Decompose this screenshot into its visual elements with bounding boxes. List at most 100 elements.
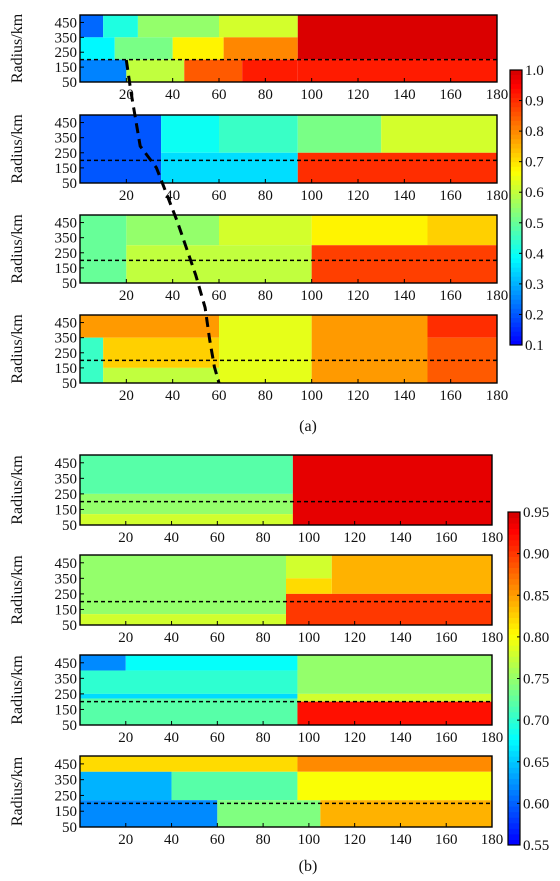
colorbar-segment (510, 170, 522, 176)
x-tick-label: 60 (212, 388, 227, 404)
x-tick-label: 180 (481, 630, 504, 646)
colorbar-segment (508, 789, 520, 796)
colorbar: 0.1 0.2 0.3 0.4 0.5 0.6 0.7 0.8 0.9 1.0 (509, 63, 544, 354)
colorbar-segment (508, 561, 520, 568)
x-tick-label: 20 (119, 388, 134, 404)
x-tick-label: 160 (435, 730, 458, 746)
colorbar-tick-label: 0.85 (523, 588, 549, 604)
colorbar-segment (510, 312, 522, 318)
colorbar-segment (510, 285, 522, 291)
colorbar-segment (510, 335, 522, 341)
colorbar-segment (510, 331, 522, 337)
heatmap-cell (297, 152, 497, 183)
heatmap-cell (217, 800, 321, 827)
colorbar-tick-label: 0.4 (525, 246, 544, 262)
colorbar-tick-label: 0.60 (523, 796, 549, 812)
x-tick-label: 120 (347, 87, 370, 103)
colorbar-segment (510, 322, 522, 328)
heatmap-cell (80, 15, 104, 38)
colorbar-segment (508, 828, 520, 835)
x-tick-label: 100 (298, 730, 321, 746)
heatmap-cell (103, 337, 219, 368)
heatmap-cell (297, 693, 492, 702)
colorbar-segment (510, 326, 522, 332)
x-tick-label: 180 (486, 288, 509, 304)
heatmap-cell (80, 655, 126, 671)
colorbar-segment (508, 734, 520, 741)
colorbar-segment (510, 88, 522, 94)
x-tick-label: 160 (435, 630, 458, 646)
y-tick-label: 350 (55, 571, 78, 587)
x-tick-label: 80 (256, 630, 271, 646)
x-tick-label: 20 (119, 288, 134, 304)
heatmap-cell (80, 614, 286, 625)
x-tick-label: 120 (343, 530, 366, 546)
heatmap-cell (80, 115, 162, 183)
x-tick-label: 120 (347, 188, 370, 204)
colorbar-segment (508, 528, 520, 535)
y-tick-label: 250 (55, 246, 78, 262)
y-tick-label: 350 (55, 331, 78, 347)
x-tick-label: 180 (486, 388, 509, 404)
colorbar-segment (510, 129, 522, 135)
colorbar-tick-label: 0.3 (525, 277, 544, 293)
heatmap-cell (427, 215, 497, 246)
heatmap-cell (297, 115, 382, 153)
x-tick-label: 160 (439, 288, 462, 304)
heatmap-cell (80, 215, 127, 283)
x-tick-label: 100 (298, 630, 321, 646)
colorbar-segment (510, 157, 522, 163)
panel-frame (79, 14, 498, 83)
x-tick-label: 80 (258, 288, 273, 304)
colorbar-segment (508, 750, 520, 757)
y-tick-label: 50 (62, 820, 77, 836)
colorbar-frame (509, 69, 523, 346)
x-tick-label: 60 (212, 288, 227, 304)
colorbar-segment (510, 202, 522, 208)
colorbar-segment (508, 706, 520, 713)
y-axis-label: Radius/km (9, 114, 26, 184)
colorbar-segment (510, 299, 522, 305)
heatmap-cell (286, 593, 492, 625)
y-axis-label: Radius/km (9, 314, 26, 384)
x-tick-label: 80 (256, 530, 271, 546)
colorbar-segment (508, 772, 520, 779)
colorbar-segment (510, 138, 522, 144)
heatmap-cell (161, 152, 298, 183)
panel-frame (79, 314, 498, 384)
heatmap-cell (80, 337, 104, 383)
y-tick-label: 50 (62, 518, 77, 534)
x-tick-label: 20 (118, 730, 133, 746)
y-tick-label: 50 (62, 276, 77, 292)
colorbar-tick-label: 0.80 (523, 630, 549, 646)
colorbar-segment (510, 102, 522, 108)
colorbar-segment (510, 166, 522, 172)
colorbar-segment (508, 550, 520, 557)
heatmap-cell (286, 555, 332, 579)
colorbar-segment (510, 152, 522, 158)
y-axis-label: Radius/km (9, 214, 26, 284)
colorbar-segment (510, 189, 522, 195)
x-tick-label: 20 (119, 188, 134, 204)
y-tick-label: 250 (55, 346, 78, 362)
colorbar-segment (510, 83, 522, 89)
colorbar-tick-label: 0.65 (523, 755, 549, 771)
heatmap-cell (297, 15, 497, 60)
x-tick-label: 140 (389, 630, 412, 646)
y-axis-label: Radius/km (9, 756, 26, 826)
x-tick-label: 140 (389, 530, 412, 546)
x-tick-label: 100 (300, 87, 323, 103)
x-tick-label: 140 (393, 388, 416, 404)
heatmap-cell (171, 771, 298, 801)
y-axis-label: Radius/km (9, 13, 26, 83)
colorbar-segment (508, 711, 520, 718)
colorbar-segment (510, 147, 522, 153)
heatmap-cell (80, 59, 127, 82)
heatmap-cell (172, 37, 224, 60)
x-tick-label: 160 (435, 530, 458, 546)
colorbar-segment (510, 317, 522, 323)
